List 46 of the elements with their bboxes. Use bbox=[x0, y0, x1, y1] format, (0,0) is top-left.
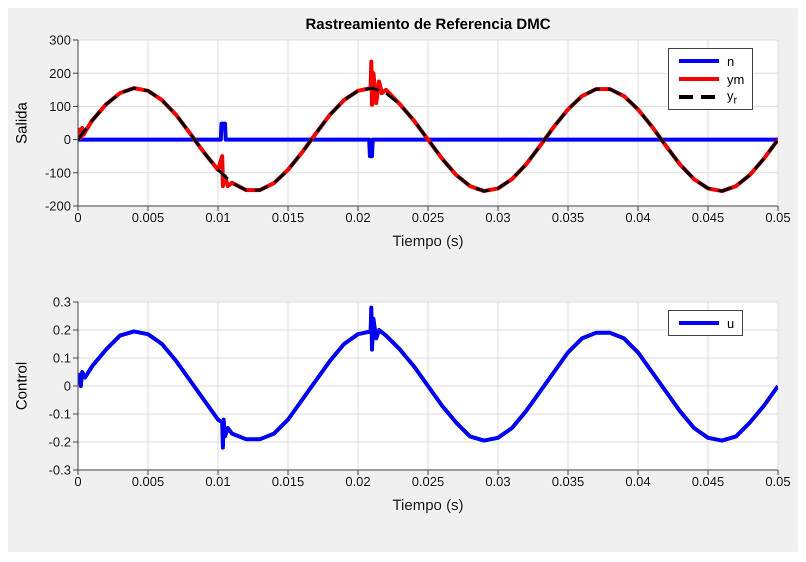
y-tick-label: -0.3 bbox=[48, 462, 71, 478]
y-tick-label: -200 bbox=[44, 198, 71, 214]
x-tick-label: 0.035 bbox=[552, 474, 584, 490]
x-tick-label: 0.03 bbox=[485, 474, 511, 490]
line-series bbox=[78, 86, 778, 193]
legend-label: u bbox=[727, 316, 734, 330]
y-axis-title: Salida bbox=[14, 102, 30, 144]
y-tick-label: 0.3 bbox=[52, 294, 71, 310]
y-tick-label: -0.2 bbox=[48, 434, 71, 450]
y-tick-label: 100 bbox=[49, 99, 71, 114]
x-axis-title: Tiempo (s) bbox=[392, 233, 464, 250]
x-tick-label: 0.005 bbox=[132, 210, 164, 226]
x-tick-label: 0.05 bbox=[765, 210, 791, 226]
y-tick-label: 0 bbox=[64, 378, 71, 394]
y-tick-label: -0.1 bbox=[48, 406, 71, 422]
x-tick-label: 0 bbox=[74, 210, 82, 226]
x-tick-label: 0.02 bbox=[345, 474, 371, 490]
x-tick-label: 0.05 bbox=[765, 474, 791, 490]
x-tick-label: 0.03 bbox=[485, 210, 511, 226]
x-tick-label: 0.02 bbox=[345, 210, 371, 226]
legend-label: n bbox=[727, 54, 734, 68]
y-axis-title: Control bbox=[14, 362, 30, 410]
y-tick-label: 0.2 bbox=[52, 322, 71, 338]
y-tick-label: 0.1 bbox=[52, 350, 71, 366]
x-tick-label: 0.035 bbox=[552, 210, 584, 226]
x-axis-title: Tiempo (s) bbox=[392, 497, 464, 514]
x-tick-label: 0 bbox=[74, 474, 82, 490]
x-tick-label: 0.045 bbox=[692, 474, 724, 490]
x-tick-label: 0.04 bbox=[625, 474, 651, 490]
x-tick-label: 0.005 bbox=[132, 474, 164, 490]
x-tick-label: 0.015 bbox=[272, 210, 304, 226]
y-tick-label: 200 bbox=[49, 66, 71, 81]
x-tick-label: 0.01 bbox=[205, 474, 231, 490]
x-tick-label: 0.015 bbox=[272, 474, 304, 490]
x-tick-label: 0.025 bbox=[412, 474, 444, 490]
x-tick-label: 0.045 bbox=[692, 210, 724, 226]
x-tick-label: 0.025 bbox=[412, 210, 444, 226]
y-tick-label: -100 bbox=[44, 165, 71, 180]
y-tick-label: 0 bbox=[64, 132, 71, 148]
legend-label: y$_{r}$ bbox=[727, 88, 738, 106]
line-series bbox=[78, 306, 778, 450]
y-tick-label: 300 bbox=[49, 32, 71, 48]
x-tick-label: 0.01 bbox=[205, 210, 231, 226]
x-tick-label: 0.04 bbox=[625, 210, 651, 226]
legend-label: ym bbox=[727, 72, 744, 86]
chart-title: Rastreamiento de Referencia DMC bbox=[304, 16, 552, 33]
